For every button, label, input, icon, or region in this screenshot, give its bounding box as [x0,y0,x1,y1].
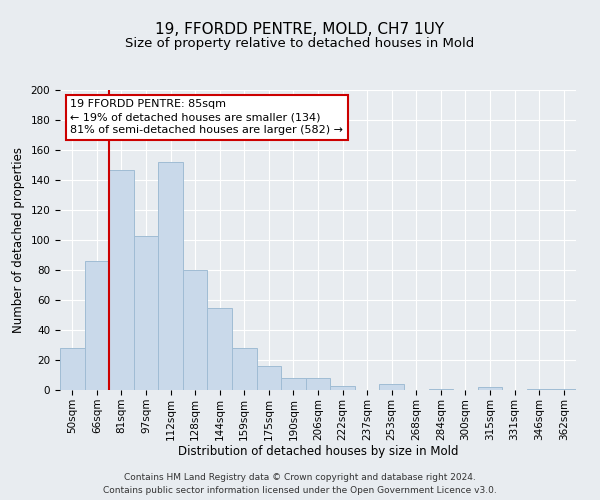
Bar [60,348,85,390]
Bar [257,366,281,390]
Bar [281,378,306,390]
Bar [158,162,183,390]
Bar [379,384,404,390]
Bar [478,387,502,390]
Bar [232,348,257,390]
Text: 19 FFORDD PENTRE: 85sqm
← 19% of detached houses are smaller (134)
81% of semi-d: 19 FFORDD PENTRE: 85sqm ← 19% of detache… [70,99,343,136]
Y-axis label: Number of detached properties: Number of detached properties [12,147,25,333]
Bar [109,170,134,390]
Bar [527,388,551,390]
Bar [330,386,355,390]
Bar [208,308,232,390]
Bar [183,270,208,390]
Text: 19, FFORDD PENTRE, MOLD, CH7 1UY: 19, FFORDD PENTRE, MOLD, CH7 1UY [155,22,445,38]
Text: Contains HM Land Registry data © Crown copyright and database right 2024.
Contai: Contains HM Land Registry data © Crown c… [103,474,497,495]
Text: Size of property relative to detached houses in Mold: Size of property relative to detached ho… [125,38,475,51]
Bar [551,388,576,390]
Bar [306,378,330,390]
Bar [134,236,158,390]
Bar [85,261,109,390]
X-axis label: Distribution of detached houses by size in Mold: Distribution of detached houses by size … [178,446,458,458]
Bar [428,388,453,390]
